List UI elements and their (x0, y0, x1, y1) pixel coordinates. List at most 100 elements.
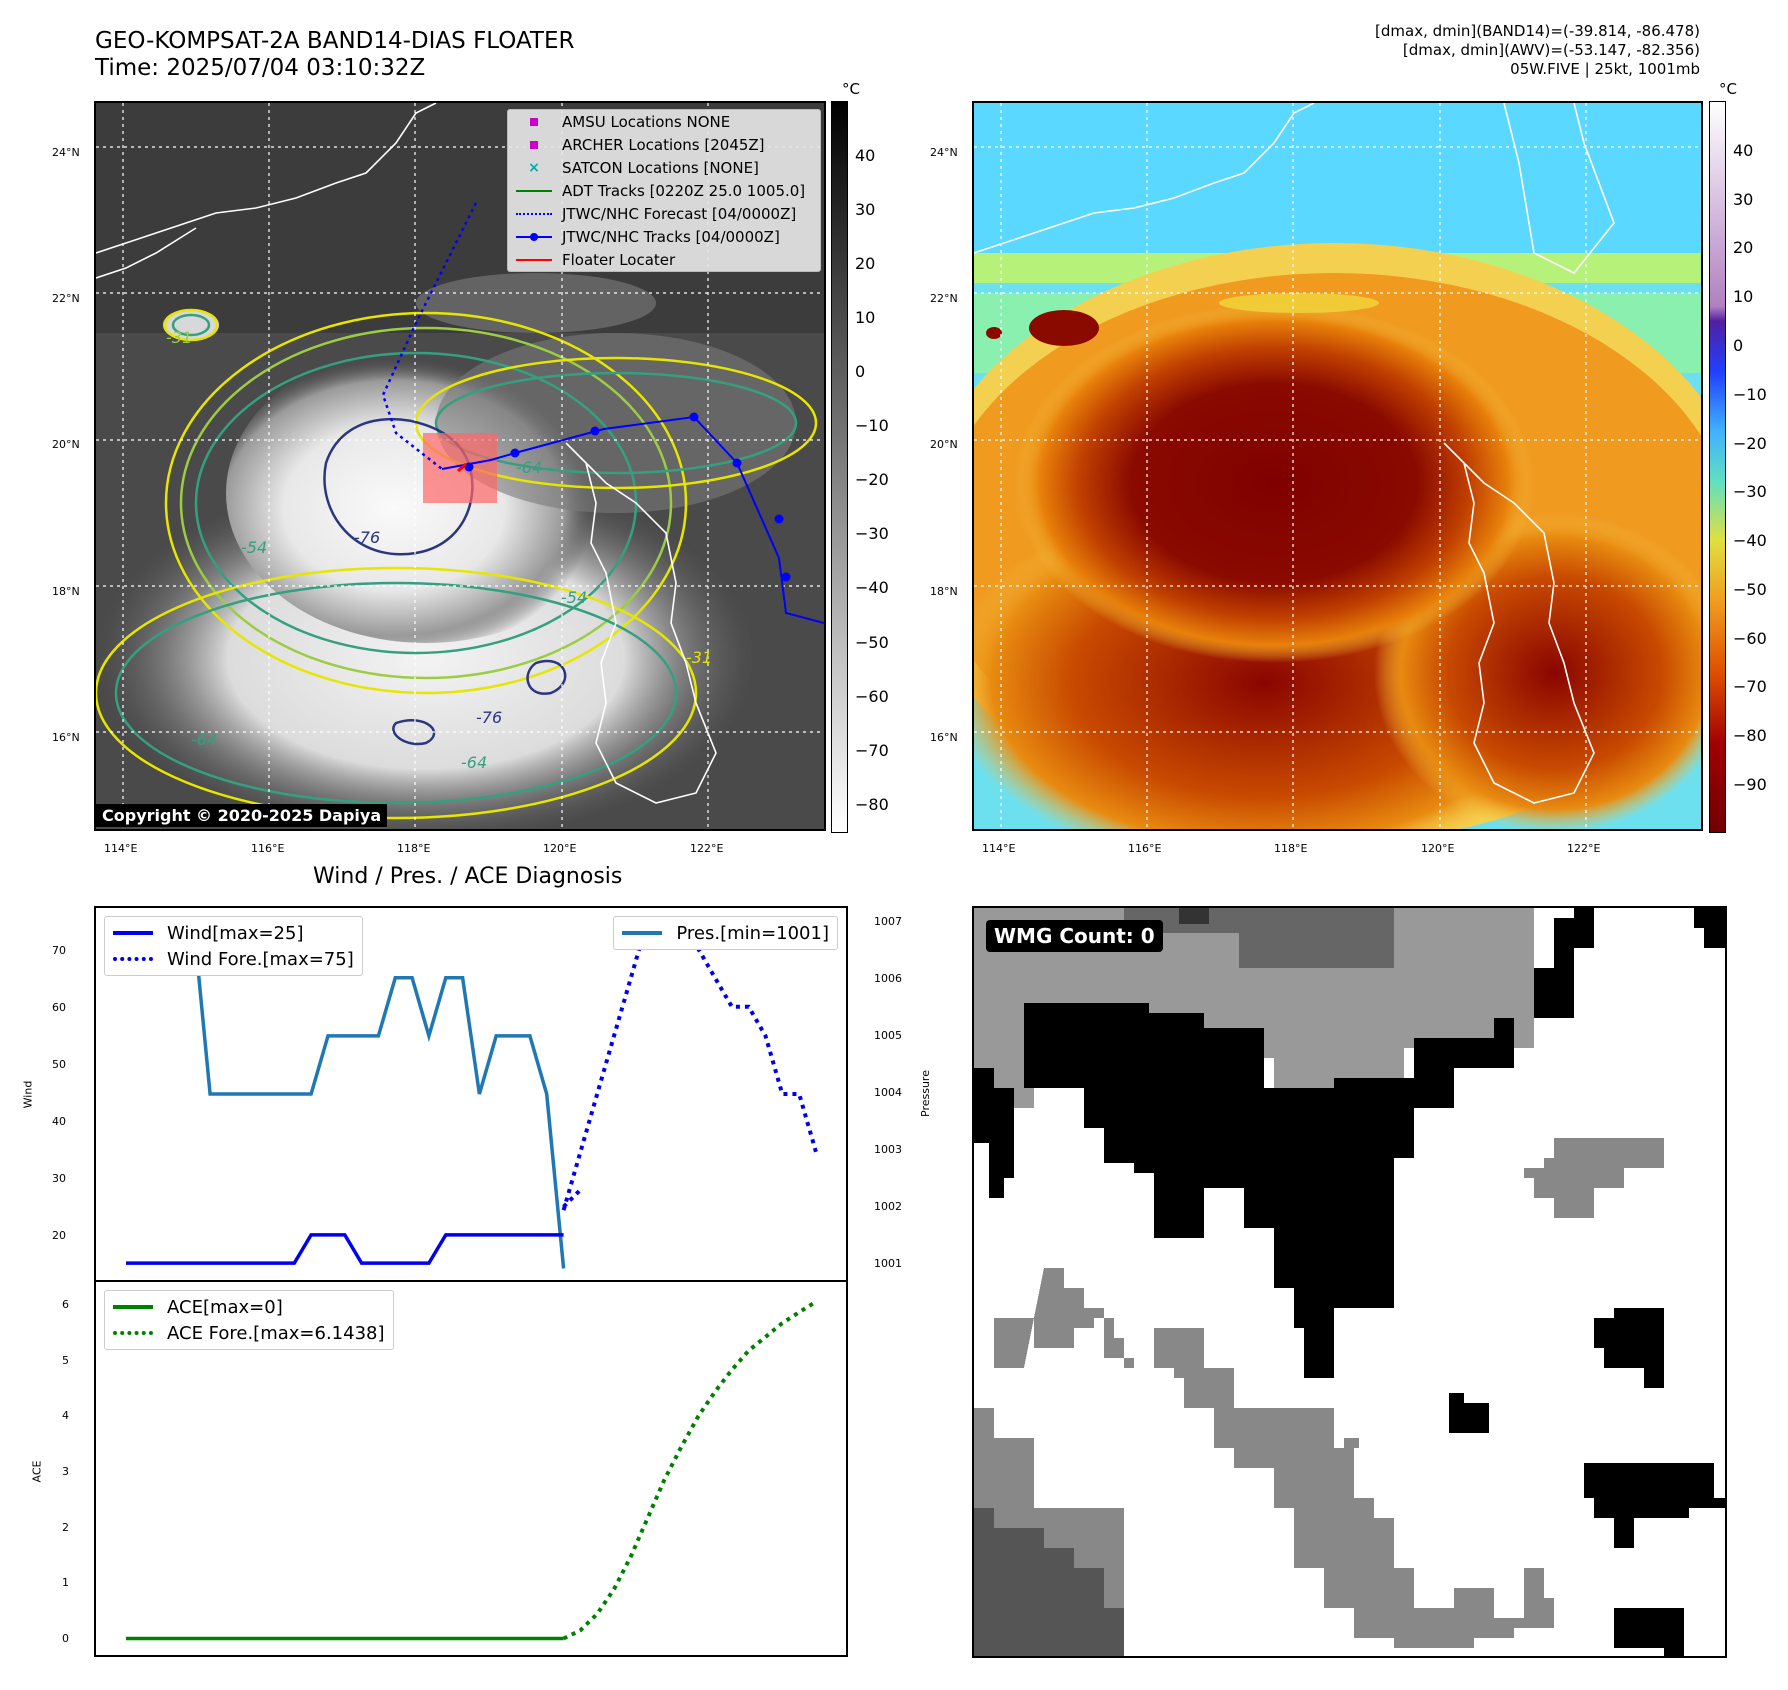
ace-tick: 1 (62, 1576, 69, 1589)
lon-label: 114°E (104, 842, 138, 855)
wv-cb-tick: −30 (1733, 482, 1767, 501)
ir-cb-tick: 30 (855, 200, 876, 219)
diag-title: Wind / Pres. / ACE Diagnosis (313, 864, 623, 889)
ace-plot (126, 1300, 818, 1641)
pres-tick: 1002 (874, 1200, 902, 1213)
wmg-panel: WMG Count: 0 (972, 906, 1727, 1658)
wv-colorbar-unit: °C (1719, 80, 1737, 98)
wv-cb-tick: −90 (1733, 775, 1767, 794)
ir-cb-tick: −30 (855, 524, 889, 543)
figure-title: GEO-KOMPSAT-2A BAND14-DIAS FLOATER Time:… (95, 28, 575, 82)
ir-cb-tick: −80 (855, 795, 889, 814)
ir-colorbar-unit: °C (842, 80, 860, 98)
wind-tick: 60 (52, 1001, 66, 1014)
pres-tick: 1006 (874, 972, 902, 985)
wv-cb-tick: 40 (1733, 141, 1754, 160)
lon-label: 122°E (1567, 842, 1601, 855)
pres-tick: 1003 (874, 1143, 902, 1156)
ace-tick: 5 (62, 1354, 69, 1367)
ir-cb-tick: −20 (855, 470, 889, 489)
wind-series-line (126, 1233, 564, 1265)
lon-label: 114°E (982, 842, 1016, 855)
legend-wind: Wind[max=25] (113, 920, 354, 946)
wind-pres-axes: Wind[max=25] Wind Fore.[max=75] Pres.[mi… (94, 906, 848, 1282)
ace-axes: ACE[max=0] ACE Fore.[max=6.1438] (94, 1280, 848, 1657)
wind-forecast-line (562, 1188, 582, 1209)
contour-label: -64 (191, 730, 217, 749)
legend-pres: Pres.[min=1001] (622, 920, 829, 946)
wind-tick: 30 (52, 1172, 66, 1185)
legend-amsu: AMSU Locations NONE (508, 110, 820, 133)
contour-label: -64 (461, 753, 487, 772)
legend-adt: ADT Tracks [0220Z 25.0 1005.0] (508, 179, 820, 202)
lat-label: 16°N (52, 731, 80, 744)
legend-jtwc-forecast: JTWC/NHC Forecast [04/0000Z] (508, 202, 820, 225)
wv-cb-tick: 10 (1733, 287, 1754, 306)
ace-tick: 6 (62, 1298, 69, 1311)
wv-colorbar (1709, 101, 1726, 833)
legend-satcon: × SATCON Locations [NONE] (528, 158, 759, 177)
ir-cb-tick: −60 (855, 687, 889, 706)
ace-tick: 3 (62, 1465, 69, 1478)
ir-cb-tick: 40 (855, 146, 876, 165)
wv-cb-tick: 20 (1733, 238, 1754, 257)
lon-label: 118°E (397, 842, 431, 855)
ace-tick: 4 (62, 1409, 69, 1422)
ir-cb-tick: −50 (855, 633, 889, 652)
ir-cb-tick: 10 (855, 308, 876, 327)
lat-label: 24°N (52, 146, 80, 159)
legend-archer: ARCHER Locations [2045Z] (508, 133, 820, 156)
title-line-2: Time: 2025/07/04 03:10:32Z (95, 55, 426, 81)
wv-cb-tick: −80 (1733, 726, 1767, 745)
legend-ace: ACE[max=0] (113, 1294, 385, 1320)
storm-info: [dmax, dmin](BAND14)=(-39.814, -86.478) … (1375, 22, 1700, 79)
wv-cb-tick: −20 (1733, 434, 1767, 453)
lon-label: 120°E (1421, 842, 1455, 855)
ir-colorbar (831, 101, 848, 833)
contour-label: -54 (561, 588, 587, 607)
lon-label: 116°E (251, 842, 285, 855)
lat-label: 22°N (52, 292, 80, 305)
legend-ace-fore: ACE Fore.[max=6.1438] (113, 1320, 385, 1346)
contour-label: -76 (476, 708, 502, 727)
ace-legend: ACE[max=0] ACE Fore.[max=6.1438] (104, 1290, 394, 1350)
ace-axis-label: ACE (30, 1460, 44, 1483)
contour-label: -64 (516, 458, 542, 477)
lat-label: 18°N (52, 585, 80, 598)
ir-legend: AMSU Locations NONE ARCHER Locations [20… (507, 109, 821, 272)
info-line-2: [dmax, dmin](AWV)=(-53.147, -82.356) (1402, 41, 1700, 59)
wv-cb-tick: −40 (1733, 531, 1767, 550)
contour-label: -54 (241, 538, 267, 557)
contour-label: -76 (354, 528, 380, 547)
wmg-image (974, 908, 1725, 1656)
ir-cb-tick: 20 (855, 254, 876, 273)
wv-cb-tick: −50 (1733, 580, 1767, 599)
pressure-forecast-line (561, 917, 818, 1211)
ir-cb-tick: −40 (855, 578, 889, 597)
pres-tick: 1004 (874, 1086, 902, 1099)
wind-axis-label: Wind (21, 1080, 35, 1109)
ir-map-panel: -31 -54 -64 -76 -64 -76 -64 -54 -31 AMSU… (94, 101, 826, 831)
pres-tick: 1001 (874, 1257, 902, 1270)
lat-label: 18°N (930, 585, 958, 598)
lat-label: 22°N (930, 292, 958, 305)
contour-label: -31 (166, 328, 192, 347)
pres-tick: 1007 (874, 915, 902, 928)
pres-tick: 1005 (874, 1029, 902, 1042)
wind-legend: Wind[max=25] Wind Fore.[max=75] (104, 916, 363, 976)
pres-legend: Pres.[min=1001] (613, 916, 838, 950)
wv-cb-tick: 30 (1733, 190, 1754, 209)
wmg-count-badge: WMG Count: 0 (986, 920, 1163, 952)
ir-cb-tick: −10 (855, 416, 889, 435)
legend-jtwc-tracks: JTWC/NHC Tracks [04/0000Z] (508, 225, 820, 248)
lon-label: 120°E (543, 842, 577, 855)
wv-cb-tick: −70 (1733, 677, 1767, 696)
ace-tick: 0 (62, 1632, 69, 1645)
wv-cb-tick: −10 (1733, 385, 1767, 404)
lon-label: 118°E (1274, 842, 1308, 855)
ace-tick: 2 (62, 1521, 69, 1534)
wind-tick: 50 (52, 1058, 66, 1071)
copyright-badge: Copyright © 2020-2025 Dapiya (96, 804, 388, 827)
info-line-3: 05W.FIVE | 25kt, 1001mb (1510, 60, 1700, 78)
pres-axis-label: Pressure (918, 1070, 932, 1117)
